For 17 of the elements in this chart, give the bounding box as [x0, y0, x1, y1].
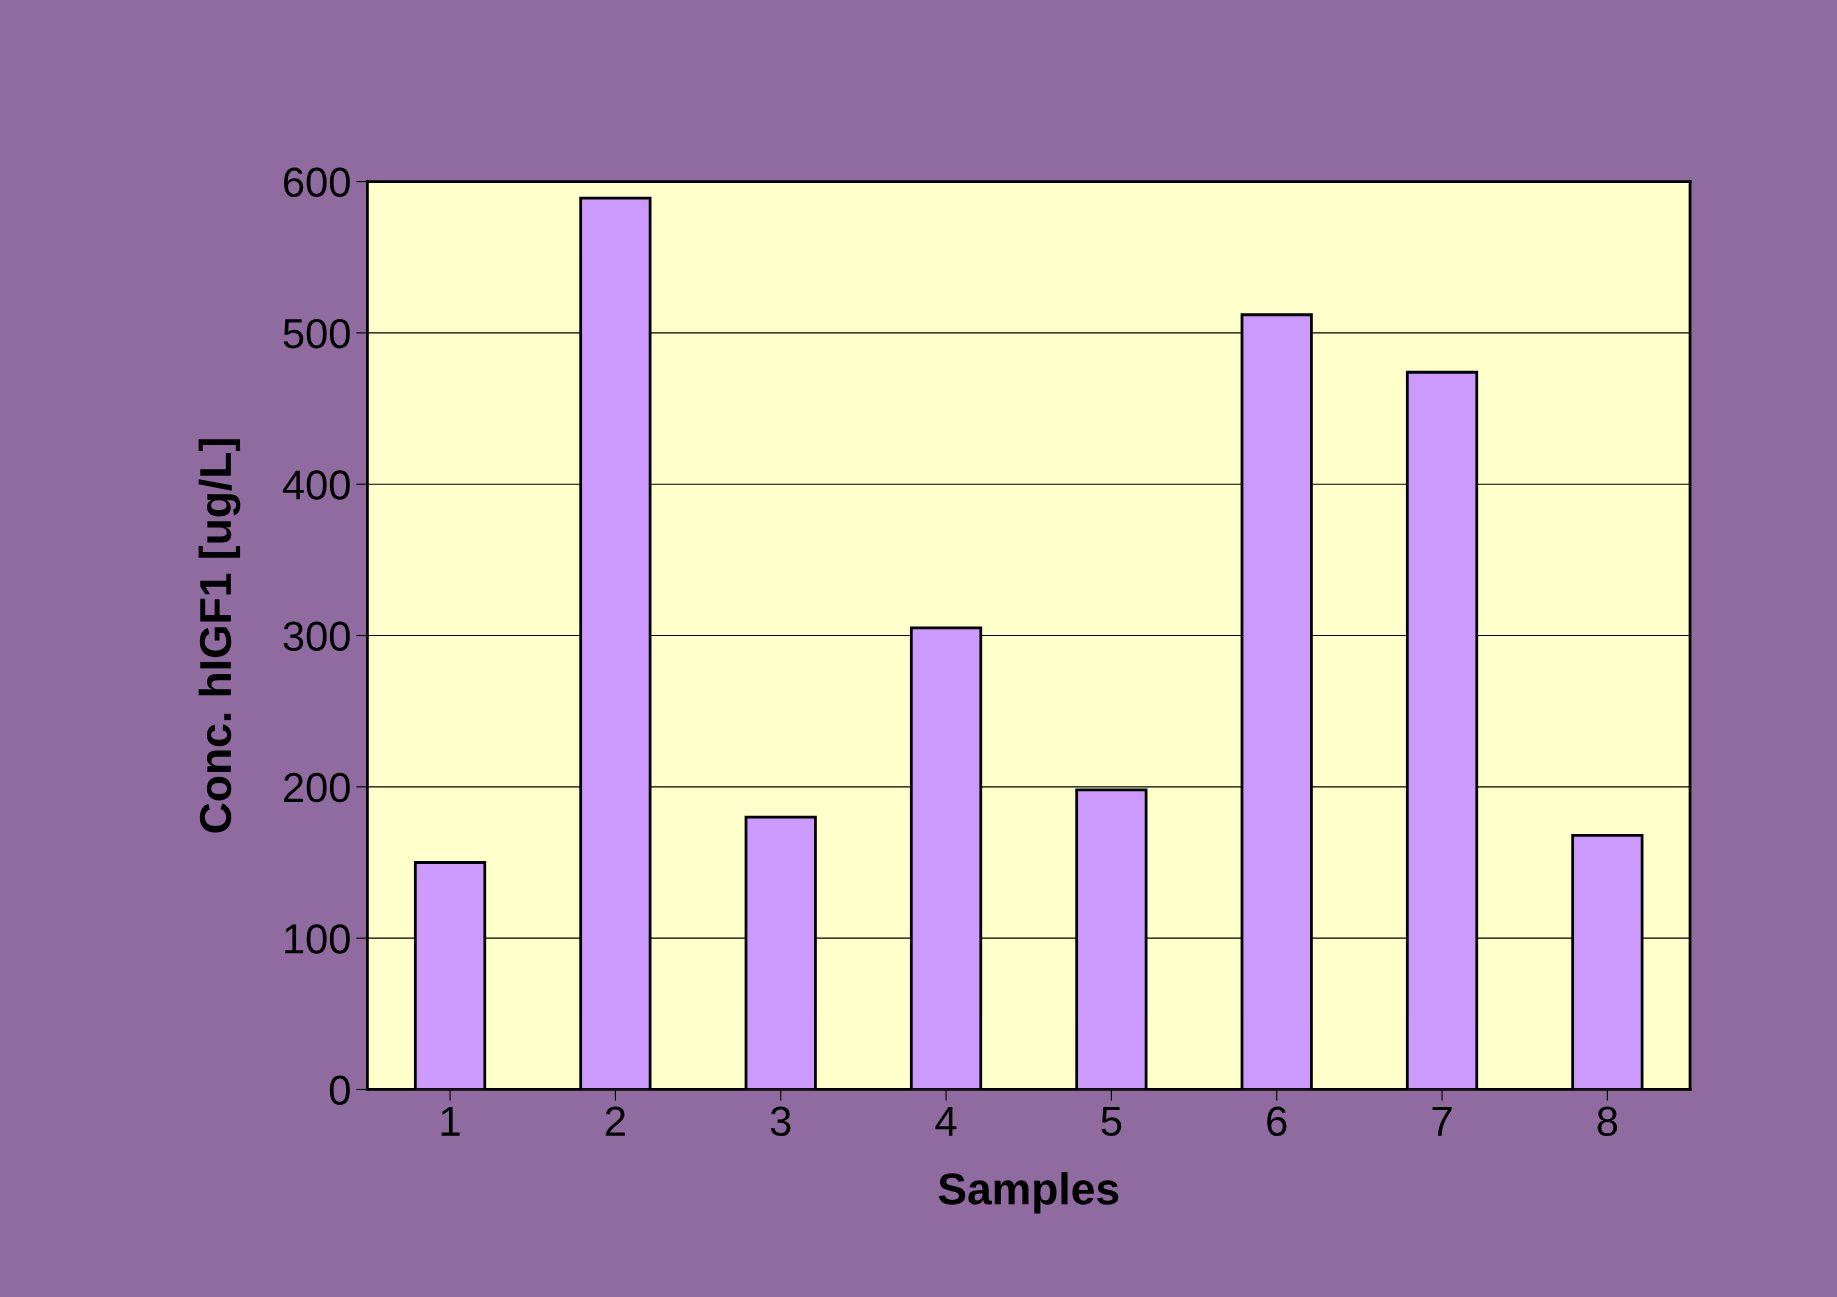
y-axis-title: Conc. hIGF1 [ug/L] — [198, 439, 241, 833]
x-tick-label: 2 — [605, 1106, 625, 1136]
y-tick-label: 0 — [329, 1075, 350, 1105]
y-tick-label: 100 — [285, 924, 350, 954]
x-tick-label: 1 — [441, 1106, 460, 1136]
y-tick-label: 500 — [283, 318, 350, 349]
x-tick-label: 3 — [770, 1106, 791, 1137]
y-tick-label: 600 — [284, 167, 350, 198]
y-tick-label: 300 — [283, 621, 350, 652]
x-tick-label: 4 — [935, 1106, 957, 1136]
x-tick-label: 6 — [1267, 1106, 1287, 1137]
x-axis-title: Samples — [938, 1172, 1119, 1214]
x-tick-label: 5 — [1101, 1106, 1122, 1137]
y-tick-label: 200 — [284, 772, 350, 803]
x-tick-label: 7 — [1432, 1106, 1452, 1136]
y-tick-label: 400 — [282, 470, 350, 500]
x-tick-label: 8 — [1597, 1106, 1618, 1137]
